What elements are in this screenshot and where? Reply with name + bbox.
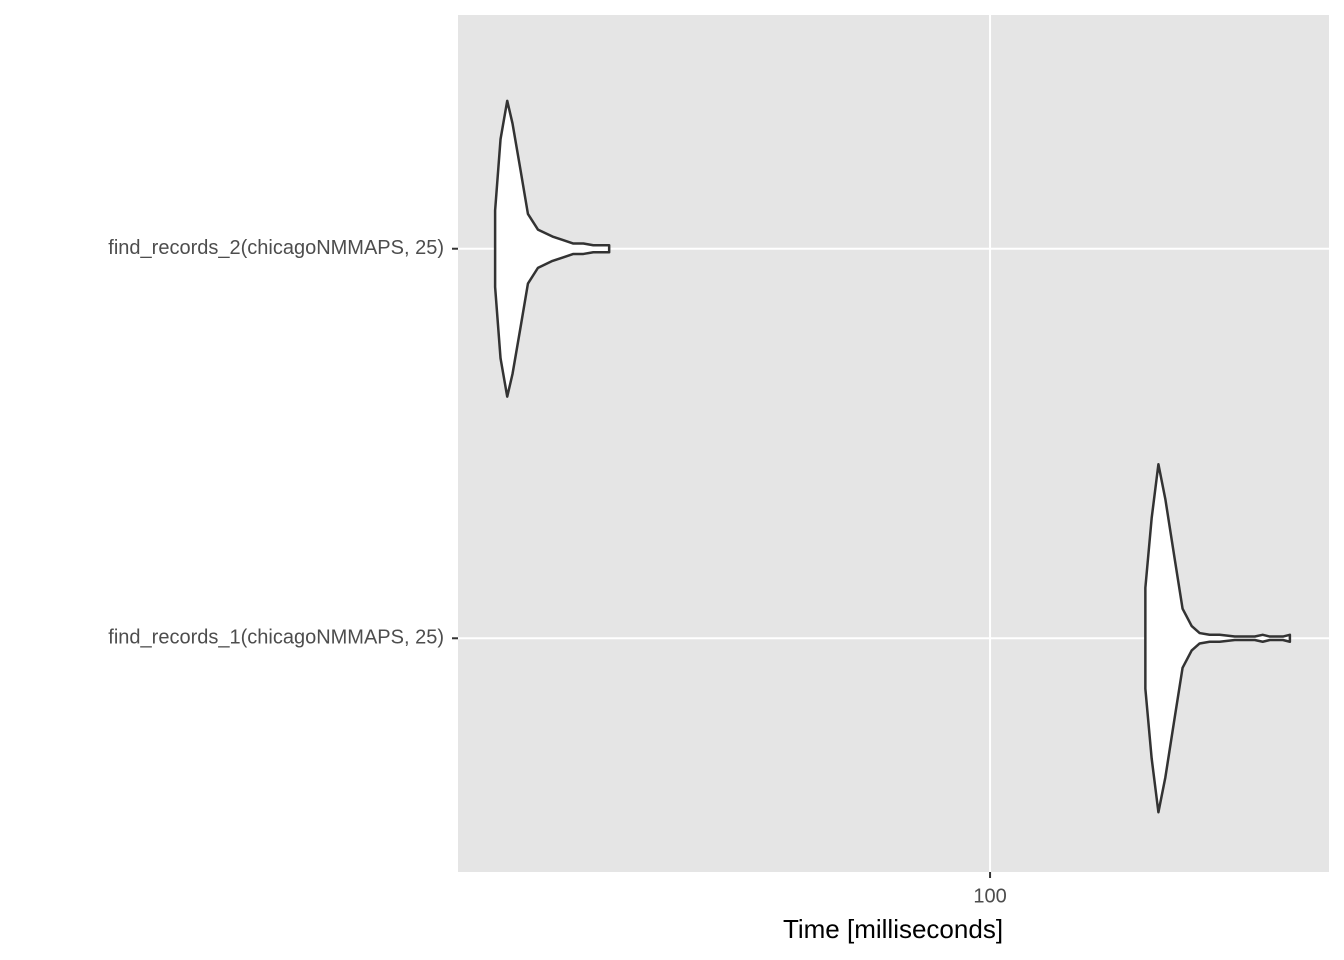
panel (458, 15, 1329, 872)
y-tick-label: find_records_2(chicagoNMMAPS, 25) (108, 237, 444, 259)
y-tick-label: find_records_1(chicagoNMMAPS, 25) (108, 627, 444, 649)
x-axis-title: Time [milliseconds] (783, 914, 1003, 944)
violin-body (493, 99, 611, 398)
x-tick-label: 100 (973, 885, 1006, 907)
violin-body (1144, 463, 1292, 814)
